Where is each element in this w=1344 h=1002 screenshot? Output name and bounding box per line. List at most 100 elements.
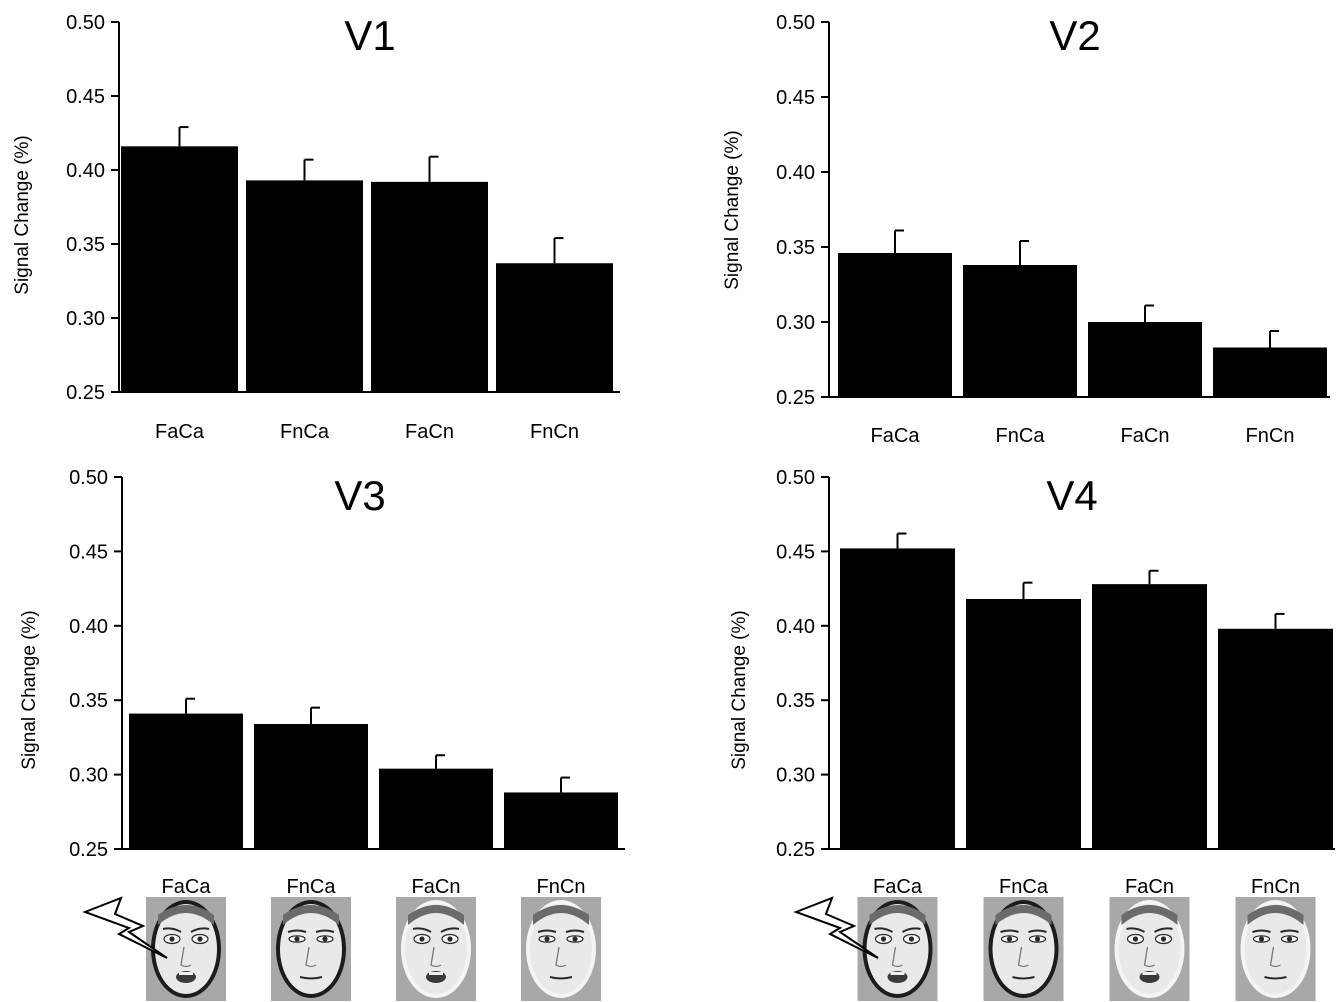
category-label: FnCa (287, 876, 337, 898)
face-pupil-right (1286, 936, 1293, 942)
face-oval (530, 904, 592, 994)
face-nose (1017, 946, 1029, 968)
face-teeth (429, 972, 443, 975)
category-label: FnCn (1246, 425, 1295, 447)
face-stimulus-icon-fnca (983, 897, 1064, 1001)
face-pupil-right (572, 936, 578, 942)
face-stimulus-icon-faca (146, 897, 226, 1001)
face-nose (1269, 946, 1281, 968)
bar-fncn (1218, 628, 1333, 849)
face-stimulus-icon-facn (1109, 897, 1190, 1001)
face-pupil-left (1132, 936, 1139, 942)
category-label: FnCn (530, 421, 579, 443)
face-hair (869, 905, 926, 925)
face-pupil-left (1258, 936, 1265, 942)
face-pupil-right (1160, 936, 1167, 942)
category-label: FaCa (162, 876, 212, 898)
face-nose (305, 946, 317, 968)
face-hair (1121, 905, 1178, 925)
face-brow-right (440, 927, 460, 933)
bar-fncn (1213, 347, 1327, 397)
category-label: FaCn (412, 876, 461, 898)
face-pupil-left (294, 936, 300, 942)
face-teeth (1142, 972, 1157, 975)
face-hair (995, 905, 1052, 925)
face-pupil-right (1034, 936, 1041, 942)
face-hair (533, 905, 589, 925)
y-tick-label: 0.40 (776, 162, 815, 184)
face-stimulus-icon-fnca (271, 897, 351, 1001)
chart-panel-v4: 0.50 0.45 0.40 0.35 0.30 0.25 Signal Change (%… (729, 467, 1335, 1001)
lightning-bolt-icon (82, 896, 168, 959)
face-oval (280, 904, 342, 994)
face-oval (405, 904, 467, 994)
bar-fnca (254, 724, 368, 849)
y-tick-label: 0.45 (776, 87, 815, 109)
y-axis-title: Signal Change (%) (722, 130, 743, 289)
face-nose (1143, 946, 1155, 968)
category-label: FnCn (537, 876, 586, 898)
face-mouth (1264, 976, 1287, 980)
y-tick-label: 0.35 (69, 690, 108, 712)
face-stimulus-icon-fncn (521, 897, 601, 1001)
panel-title: V3 (334, 472, 385, 519)
face-brow-right (1280, 929, 1299, 933)
face-oval (1118, 904, 1181, 994)
face-pupil-left (419, 936, 425, 942)
bar-fncn (504, 792, 618, 849)
y-axis-title: Signal Change (%) (729, 610, 750, 769)
face-brow-left (1126, 927, 1145, 933)
face-brow-right (902, 927, 921, 933)
face-pupil-right (197, 936, 203, 942)
face-stimulus-icon-faca (857, 897, 938, 1001)
face-brow-left (287, 929, 307, 933)
bar-fnca (963, 265, 1077, 397)
bar-faca (840, 548, 955, 849)
face-teeth (890, 972, 905, 975)
face-pupil-right (908, 936, 915, 942)
category-label: FaCa (873, 876, 923, 898)
face-brow-left (1000, 929, 1019, 933)
face-mouth (299, 976, 323, 980)
face-nose (555, 946, 567, 968)
face-brow-left (1252, 929, 1271, 933)
y-tick-label: 0.40 (776, 616, 815, 638)
y-tick-label: 0.50 (776, 12, 815, 34)
category-label: FnCn (1251, 876, 1300, 898)
face-brow-left (412, 927, 432, 933)
face-pupil-left (1006, 936, 1013, 942)
y-tick-label: 0.50 (69, 467, 108, 489)
face-hair (283, 905, 339, 925)
bar-fncn (496, 263, 613, 392)
face-nose (891, 946, 903, 968)
face-hair (158, 905, 214, 925)
face-brow-left (874, 927, 893, 933)
face-stimulus-icon-facn (396, 897, 476, 1001)
face-hair (408, 905, 464, 925)
y-tick-label: 0.35 (776, 690, 815, 712)
face-mouth (549, 976, 573, 980)
face-pupil-right (447, 936, 453, 942)
category-label: FaCn (1121, 425, 1170, 447)
bar-facn (379, 768, 493, 849)
y-tick-label: 0.25 (66, 382, 105, 404)
panel-title: V1 (344, 12, 395, 59)
y-tick-label: 0.35 (66, 234, 105, 256)
y-tick-label: 0.30 (66, 308, 105, 330)
face-brow-right (1154, 927, 1173, 933)
category-label: FnCa (996, 425, 1046, 447)
chart-panel-v3: 0.50 0.45 0.40 0.35 0.30 0.25 Signal Change (%… (19, 467, 625, 1001)
bar-facn (371, 181, 488, 392)
bar-faca (129, 713, 243, 849)
face-brow-right (565, 929, 585, 933)
face-brow-right (1028, 929, 1047, 933)
bar-faca (838, 253, 952, 397)
y-tick-label: 0.40 (69, 616, 108, 638)
bar-fnca (246, 180, 363, 392)
panel-title: V2 (1049, 12, 1100, 59)
face-pupil-left (169, 936, 175, 942)
y-tick-label: 0.35 (776, 237, 815, 259)
category-label: FaCn (1125, 876, 1174, 898)
face-stimulus-icon-fncn (1235, 897, 1316, 1001)
